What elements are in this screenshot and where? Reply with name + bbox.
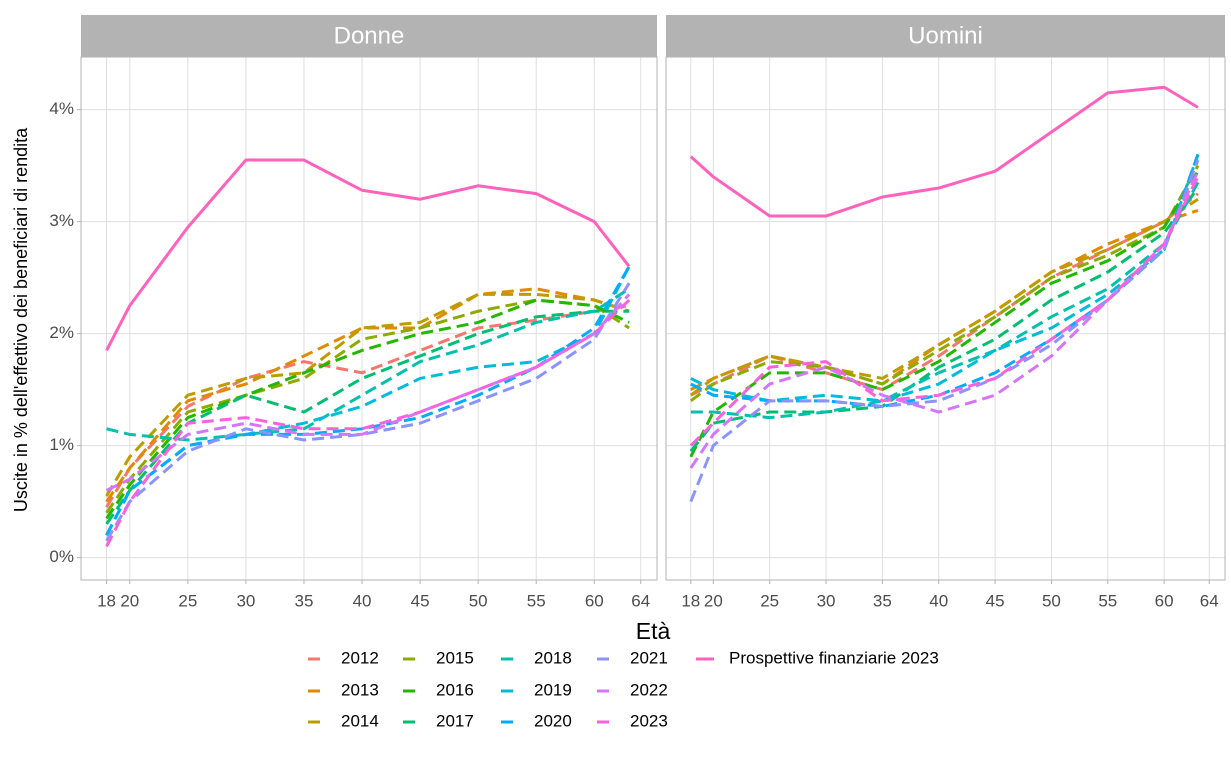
legend-label: 2023 [630, 711, 668, 730]
x-tick-label: 25 [760, 591, 779, 610]
x-tick-label: 50 [1042, 591, 1061, 610]
legend-label: 2021 [630, 648, 668, 667]
panel-border [665, 56, 1226, 581]
legend-label: 2018 [534, 648, 572, 667]
series-line [689, 85, 1199, 218]
x-tick-label: 20 [120, 591, 139, 610]
series-line [105, 158, 631, 352]
x-tick-label: 60 [585, 591, 604, 610]
x-axis-title: Età [636, 618, 671, 644]
legend-label: 2022 [630, 680, 668, 699]
x-tick-label: 18 [681, 591, 700, 610]
x-tick-label: 45 [411, 591, 430, 610]
x-tick-label: 45 [986, 591, 1005, 610]
legend-label: 2012 [341, 648, 379, 667]
series-line [105, 282, 631, 542]
x-tick-label: 55 [1098, 591, 1117, 610]
y-tick-label: 0% [49, 547, 74, 566]
x-tick-label: 25 [178, 591, 197, 610]
legend-label: 2019 [534, 680, 572, 699]
x-tick-label: 40 [353, 591, 372, 610]
series-line [106, 287, 630, 442]
panel-border [80, 56, 658, 581]
panel-background [81, 57, 657, 580]
legend-label: 2017 [436, 711, 474, 730]
y-tick-label: 4% [49, 99, 74, 118]
series-line [105, 304, 630, 508]
legend-label: 2020 [534, 711, 572, 730]
series-line [105, 309, 630, 525]
legend-label: 2016 [436, 680, 474, 699]
legend-label: 2014 [341, 711, 379, 730]
x-tick-label: 35 [295, 591, 314, 610]
series-line [105, 265, 631, 536]
strip [666, 15, 1225, 57]
x-tick-label: 64 [1200, 591, 1219, 610]
series-line [105, 292, 630, 497]
panel-background [666, 57, 1225, 580]
x-tick-label: 30 [817, 591, 836, 610]
x-tick-label: 30 [236, 591, 255, 610]
strip-label: Donne [334, 22, 405, 49]
series-line [105, 287, 630, 503]
strip-label: Uomini [908, 22, 983, 49]
y-tick-label: 1% [49, 435, 74, 454]
x-tick-label: 40 [929, 591, 948, 610]
y-axis-title: Uscite in % dell'effettivo dei beneficia… [11, 127, 31, 512]
y-tick-label: 3% [49, 211, 74, 230]
series-line [689, 170, 1200, 458]
y-tick-label: 2% [49, 323, 74, 342]
legend-label: Prospettive finanziarie 2023 [729, 648, 939, 667]
x-tick-label: 35 [873, 591, 892, 610]
x-tick-label: 64 [631, 591, 650, 610]
series-line [689, 176, 1200, 447]
series-line [105, 298, 630, 520]
series-line [105, 298, 631, 548]
strip [81, 15, 657, 57]
series-line [690, 209, 1199, 391]
legend-label: 2013 [341, 680, 379, 699]
x-tick-label: 18 [97, 591, 116, 610]
x-tick-label: 60 [1155, 591, 1174, 610]
series-line [690, 192, 1199, 397]
x-tick-label: 50 [469, 591, 488, 610]
x-tick-label: 20 [704, 591, 723, 610]
series-line [105, 298, 630, 514]
legend-label: 2015 [436, 648, 474, 667]
x-tick-label: 55 [527, 591, 546, 610]
